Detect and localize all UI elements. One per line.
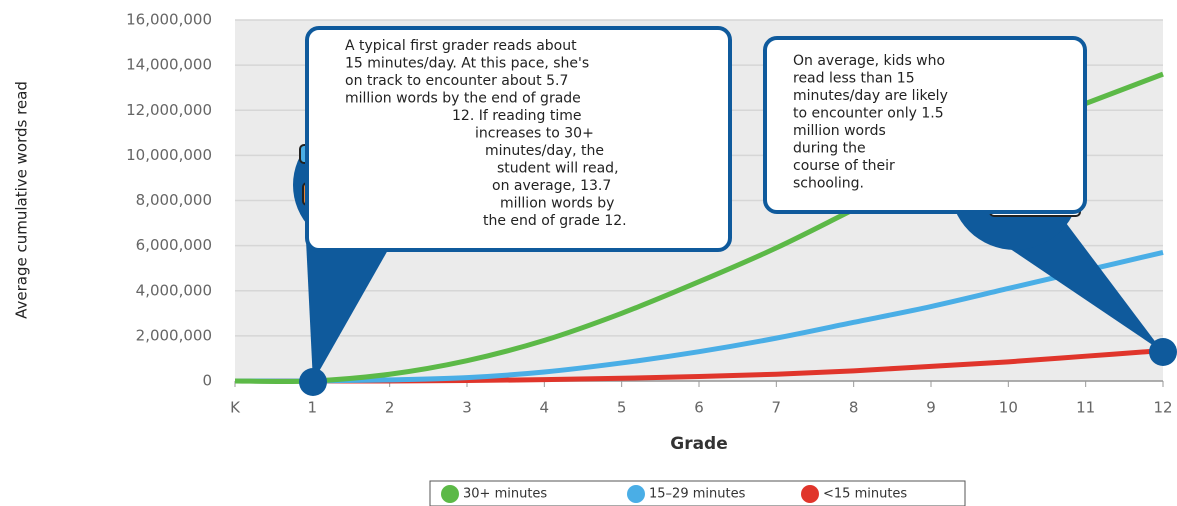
- x-tick-label: 9: [926, 399, 936, 417]
- x-tick-label: 10: [999, 399, 1018, 417]
- y-tick-label: 14,000,000: [126, 56, 212, 74]
- annotation-text: student will read,: [497, 161, 619, 177]
- x-tick-label: 3: [462, 399, 472, 417]
- annotation-text: on average, 13.7: [492, 178, 611, 194]
- y-tick-label: 2,000,000: [136, 326, 212, 344]
- annotation-text: during the: [793, 141, 866, 157]
- legend-label: 30+ minutes: [463, 487, 547, 502]
- annotation-text: increases to 30+: [475, 126, 594, 142]
- legend-swatch: [801, 485, 819, 503]
- annotation-text: A typical first grader reads about: [345, 38, 577, 54]
- y-tick-label: 6,000,000: [136, 236, 212, 254]
- x-tick-label: 4: [540, 399, 550, 417]
- x-tick-label: 8: [849, 399, 859, 417]
- x-tick-label: 7: [772, 399, 782, 417]
- x-tick-label: 11: [1076, 399, 1095, 417]
- x-tick-label: 12: [1153, 399, 1172, 417]
- y-tick-label: 16,000,000: [126, 11, 212, 29]
- legend-swatch: [441, 485, 459, 503]
- x-tick-label: 5: [617, 399, 627, 417]
- annotation-text: course of their: [793, 158, 895, 174]
- x-tick-label: 6: [694, 399, 704, 417]
- y-tick-label: 10,000,000: [126, 146, 212, 164]
- y-tick-label: 12,000,000: [126, 101, 212, 119]
- annotation-text: minutes/day are likely: [793, 88, 948, 104]
- chart: A typical first grader reads about15 min…: [0, 0, 1177, 506]
- annotation-text: On average, kids who: [793, 53, 945, 69]
- annotation-text: million words by: [500, 196, 614, 212]
- legend-swatch: [627, 485, 645, 503]
- annotation-text: 12. If reading time: [452, 108, 581, 124]
- x-tick-label: K: [230, 399, 241, 417]
- annotation-text: to encounter only 1.5: [793, 106, 944, 122]
- legend-label: 15–29 minutes: [649, 487, 746, 502]
- legend-label: <15 minutes: [823, 487, 907, 502]
- legend: 30+ minutes 15–29 minutes <15 minutes: [441, 485, 907, 503]
- annotation-text: minutes/day, the: [485, 143, 604, 159]
- y-tick-label: 0: [202, 372, 212, 390]
- annotation-text: million words: [793, 123, 886, 139]
- annotation-text: read less than 15: [793, 71, 915, 87]
- y-tick-label: 4,000,000: [136, 281, 212, 299]
- y-tick-label: 8,000,000: [136, 191, 212, 209]
- annotation-text: million words by the end of grade: [345, 91, 581, 107]
- x-tick-label: 2: [385, 399, 395, 417]
- x-tick-label: 1: [308, 399, 318, 417]
- annotation-text: the end of grade 12.: [483, 213, 627, 229]
- annotation-text: 15 minutes/day. At this pace, she's: [345, 56, 589, 72]
- annotation-text: schooling.: [793, 176, 864, 192]
- y-axis-title: Average cumulative words read: [13, 81, 31, 319]
- x-axis-title: Grade: [670, 434, 728, 454]
- annotation-text: on track to encounter about 5.7: [345, 73, 568, 89]
